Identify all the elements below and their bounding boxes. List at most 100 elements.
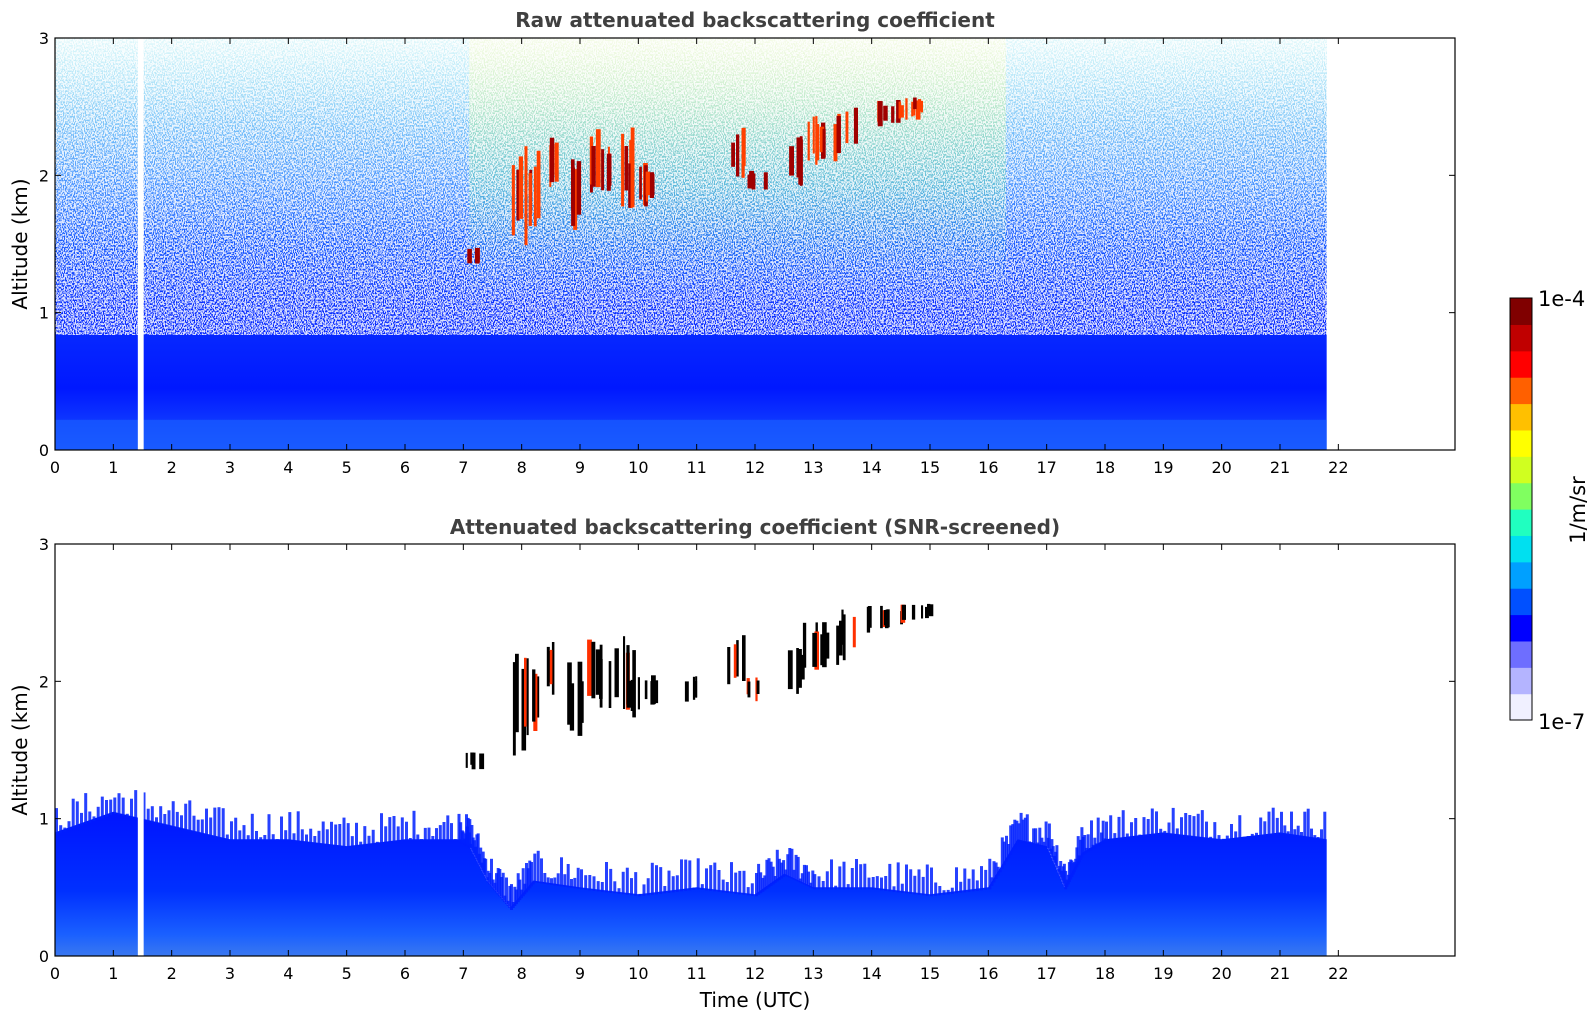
boundary-layer-speck (1013, 819, 1017, 849)
boundary-layer-speck (990, 877, 994, 886)
boundary-layer-speck (130, 798, 133, 818)
boundary-layer-speck (117, 793, 121, 815)
boundary-layer-speck (675, 875, 679, 892)
boundary-layer-speck (563, 874, 567, 887)
boundary-layer-speck (642, 884, 646, 896)
boundary-layer-speck (775, 849, 779, 882)
y-tick-label: 0 (39, 441, 49, 460)
boundary-layer-speck (750, 883, 754, 896)
cloud-patch (515, 653, 519, 733)
boundary-layer-speck (518, 879, 522, 901)
cloud-patch (599, 659, 603, 699)
x-tick-label: 2 (167, 964, 177, 983)
boundary-layer-speck (230, 821, 233, 842)
boundary-layer-speck (484, 858, 488, 878)
boundary-layer-speck (495, 873, 498, 893)
boundary-layer-speck (275, 839, 279, 842)
boundary-layer-speck (1093, 837, 1097, 849)
cloud-patch (905, 98, 908, 120)
snr-screened-panel: Attenuated backscattering coefficient (S… (8, 515, 1456, 1012)
boundary-layer-speck (408, 838, 412, 842)
panel-a-title: Raw attenuated backscattering coefficien… (515, 8, 995, 32)
boundary-layer-speck (588, 875, 592, 891)
boundary-layer-speck (80, 812, 83, 826)
boundary-layer-speck (88, 811, 92, 823)
boundary-layer-speck (159, 806, 163, 825)
boundary-layer-speck (450, 823, 453, 842)
boundary-layer-speck (1290, 811, 1293, 836)
boundary-layer-speck (1242, 836, 1246, 839)
boundary-layer-speck (493, 882, 497, 891)
panel-b-title: Attenuated backscattering coefficient (S… (450, 515, 1060, 539)
cloud-patch (807, 121, 810, 161)
boundary-layer-speck (959, 881, 963, 893)
cloud-patch (928, 604, 934, 617)
boundary-layer-speck (617, 888, 621, 894)
boundary-layer-speck (1027, 841, 1031, 844)
boundary-layer-speck (871, 877, 875, 890)
cloud-patch (546, 646, 550, 687)
boundary-layer-speck (530, 862, 533, 887)
x-tick-label: 15 (920, 458, 940, 477)
cloud-patch (852, 616, 856, 648)
boundary-layer-speck (75, 801, 79, 828)
boundary-layer-speck (525, 863, 528, 893)
x-tick-label: 12 (745, 964, 765, 983)
boundary-layer-speck (1019, 812, 1023, 842)
boundary-layer-speck (817, 876, 821, 890)
boundary-layer-speck (55, 808, 58, 835)
boundary-layer-speck (516, 873, 520, 903)
x-tick-label: 12 (745, 458, 765, 477)
boundary-layer-speck (67, 821, 71, 830)
boundary-layer-speck (765, 859, 769, 889)
cloud-patch (727, 647, 731, 685)
cloud-patch (802, 622, 807, 668)
boundary-layer-speck (1098, 842, 1102, 846)
boundary-layer-speck (427, 827, 431, 842)
cloud-patch (644, 680, 648, 700)
boundary-layer-speck (1323, 811, 1327, 841)
boundary-layer-speck (334, 824, 338, 847)
boundary-layer-speck (1040, 837, 1044, 847)
x-tick-label: 16 (978, 458, 998, 477)
x-tick-label: 4 (283, 964, 293, 983)
boundary-layer-speck (100, 796, 104, 819)
panel-a-x-axis: 0 1 2 3 4 5 6 7 8 9 10 11 12 13 14 15 16 17 18 19 20 21 22 (50, 38, 1349, 477)
boundary-layer-speck (125, 813, 129, 817)
boundary-layer-speck (503, 895, 507, 903)
boundary-layer-speck (780, 862, 783, 879)
colorbar-step (1510, 482, 1532, 510)
boundary-layer-speck (813, 874, 817, 890)
cloud-patch (880, 605, 883, 629)
x-tick-label: 6 (400, 458, 410, 477)
cloud-patch (623, 636, 626, 709)
y-tick-label: 2 (39, 672, 49, 691)
x-tick-label: 20 (1211, 458, 1231, 477)
cloud-patch (628, 163, 631, 208)
boundary-layer-speck (192, 815, 196, 833)
boundary-layer-speck (930, 867, 933, 897)
boundary-layer-speck (1184, 813, 1188, 837)
boundary-layer-speck (468, 819, 472, 848)
boundary-layer-speck (1246, 836, 1250, 839)
cloud-patch (524, 657, 527, 727)
boundary-layer-speck (734, 872, 738, 894)
boundary-layer-speck (363, 826, 367, 847)
colorbar-step (1510, 640, 1532, 668)
boundary-layer-speck (1100, 832, 1103, 845)
boundary-layer-speck (113, 797, 117, 814)
boundary-layer-speck (1134, 818, 1138, 838)
boundary-layer-speck (1017, 823, 1021, 842)
boundary-layer-speck (796, 856, 800, 882)
boundary-layer-speck (508, 885, 512, 908)
boundary-layer-speck (1175, 828, 1179, 836)
panel-b-x-axis: 0 1 2 3 4 5 6 7 8 9 10 11 12 13 14 15 16 17 18 19 20 21 22 (50, 544, 1349, 983)
cloud-patch (826, 632, 830, 659)
boundary-layer-speck (459, 822, 463, 843)
boundary-layer-speck (453, 839, 457, 842)
x-tick-label: 1 (108, 964, 118, 983)
cloud-patch (900, 105, 904, 118)
boundary-layer-speck (1101, 820, 1105, 844)
boundary-layer-speck (1271, 807, 1275, 836)
boundary-layer-speck (934, 882, 938, 896)
